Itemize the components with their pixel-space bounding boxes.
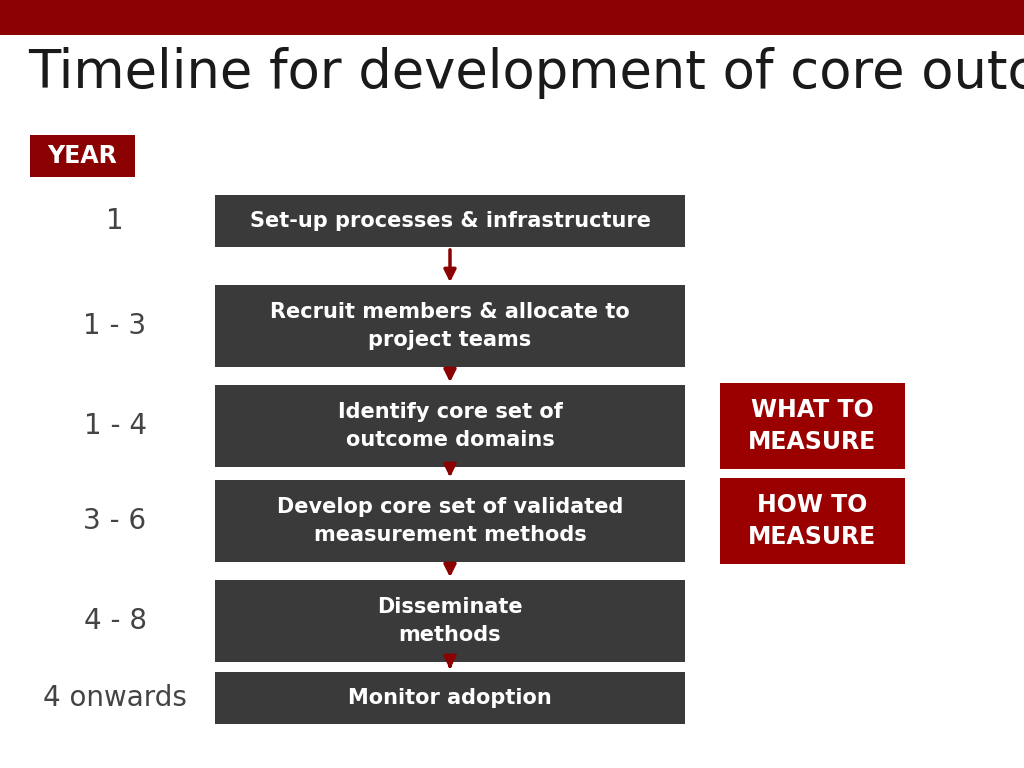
Text: Develop core set of validated
measurement methods: Develop core set of validated measuremen… [276, 497, 624, 545]
Text: Monitor adoption: Monitor adoption [348, 688, 552, 708]
Text: Identify core set of
outcome domains: Identify core set of outcome domains [338, 402, 562, 450]
FancyBboxPatch shape [720, 478, 905, 564]
FancyBboxPatch shape [30, 135, 135, 177]
FancyBboxPatch shape [215, 195, 685, 247]
Text: HOW TO
MEASURE: HOW TO MEASURE [749, 493, 877, 549]
Text: Timeline for development of core outcome set: Timeline for development of core outcome… [28, 47, 1024, 99]
FancyBboxPatch shape [215, 285, 685, 367]
Text: 1 - 3: 1 - 3 [83, 312, 146, 340]
FancyBboxPatch shape [215, 385, 685, 467]
Text: Disseminate
methods: Disseminate methods [377, 597, 523, 645]
Text: Recruit members & allocate to
project teams: Recruit members & allocate to project te… [270, 302, 630, 350]
FancyBboxPatch shape [720, 383, 905, 469]
Text: YEAR: YEAR [48, 144, 118, 168]
Text: 1 - 4: 1 - 4 [84, 412, 146, 440]
Text: WHAT TO
MEASURE: WHAT TO MEASURE [749, 398, 877, 454]
FancyBboxPatch shape [215, 480, 685, 562]
Text: 4 onwards: 4 onwards [43, 684, 187, 712]
FancyBboxPatch shape [215, 672, 685, 724]
FancyBboxPatch shape [0, 0, 1024, 35]
Text: 3 - 6: 3 - 6 [83, 507, 146, 535]
Text: 1: 1 [106, 207, 124, 235]
FancyBboxPatch shape [215, 580, 685, 662]
Text: 4 - 8: 4 - 8 [84, 607, 146, 635]
Text: Set-up processes & infrastructure: Set-up processes & infrastructure [250, 211, 650, 231]
